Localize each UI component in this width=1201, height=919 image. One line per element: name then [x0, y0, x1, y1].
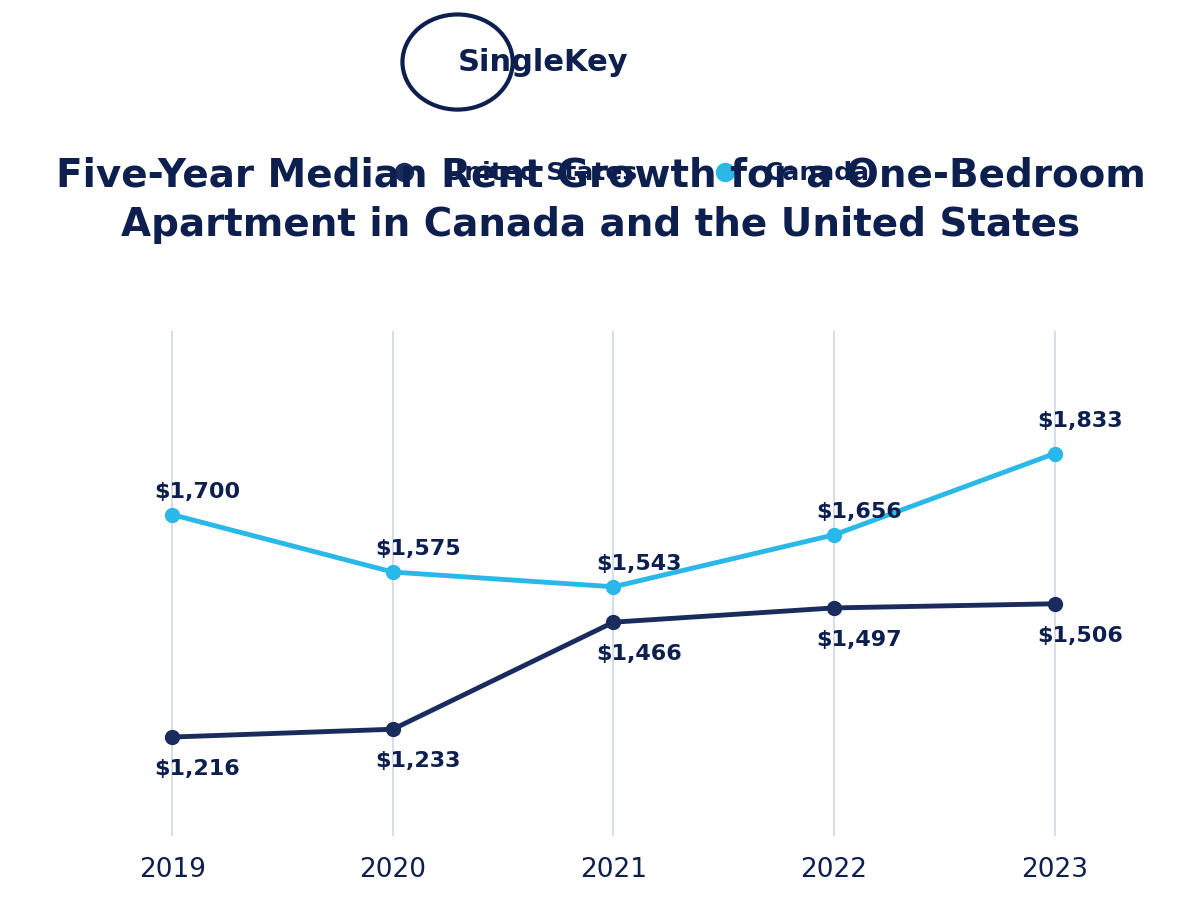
Text: $1,506: $1,506	[1036, 626, 1123, 646]
Text: $1,575: $1,575	[375, 539, 461, 559]
Text: SingleKey: SingleKey	[458, 48, 628, 76]
Text: $1,833: $1,833	[1036, 412, 1123, 431]
Text: $1,216: $1,216	[155, 759, 240, 779]
Text: $1,497: $1,497	[817, 630, 902, 650]
Text: $1,466: $1,466	[596, 644, 682, 664]
Text: $1,233: $1,233	[375, 752, 461, 771]
Text: $1,656: $1,656	[817, 502, 902, 522]
Text: $1,543: $1,543	[596, 554, 681, 573]
Text: $1,700: $1,700	[155, 482, 240, 502]
Legend: United States, Canada: United States, Canada	[369, 152, 880, 195]
Text: Five-Year Median Rent Growth for a One-Bedroom
Apartment in Canada and the Unite: Five-Year Median Rent Growth for a One-B…	[55, 156, 1146, 244]
